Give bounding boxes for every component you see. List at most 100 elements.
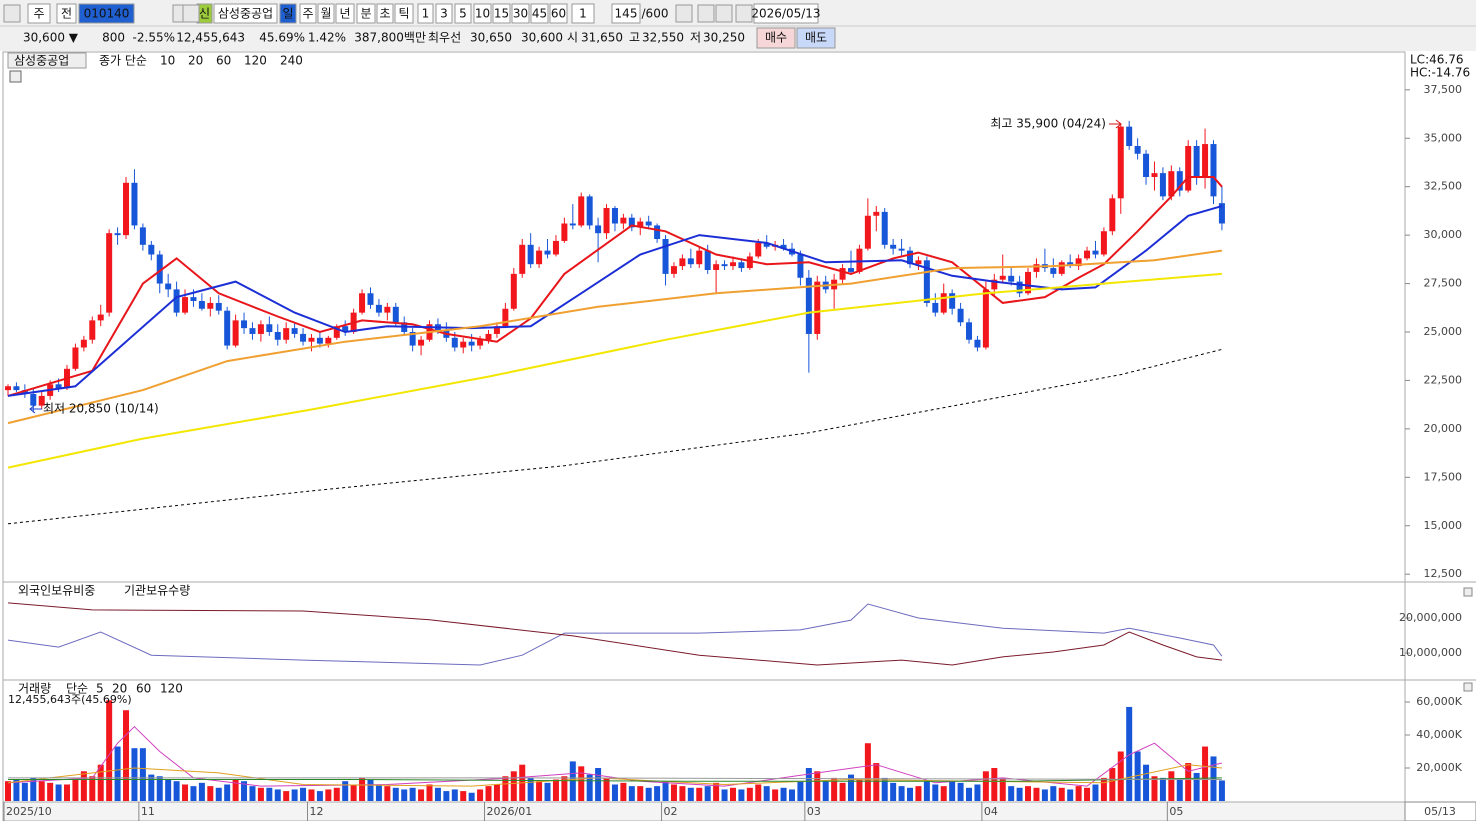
toolbar-icon[interactable]: [715, 4, 733, 23]
legend-entry: 60: [136, 682, 151, 696]
toolbar-button[interactable]: [78, 3, 135, 24]
panel-button[interactable]: [1463, 587, 1473, 597]
toolbar-label[interactable]: 주: [33, 7, 44, 21]
toolbar-button[interactable]: [356, 3, 376, 24]
y-tick-label: 20,000K: [1416, 761, 1462, 774]
toolbar-label[interactable]: 년: [339, 7, 350, 21]
candle-body: [704, 250, 711, 270]
toolbar-button[interactable]: [571, 3, 595, 24]
toolbar-button[interactable]: [473, 3, 492, 24]
order-label[interactable]: 매수: [765, 31, 787, 45]
candle-body: [207, 302, 214, 309]
candle-body: [696, 250, 703, 265]
volume-bar: [923, 781, 930, 801]
candle-body: [274, 332, 281, 340]
volume-bar: [746, 787, 753, 801]
candle-body: [139, 227, 146, 245]
toolbar-label[interactable]: 신: [199, 7, 210, 21]
volume-bar: [687, 787, 694, 801]
quote-value: 387,800백만: [354, 31, 426, 45]
toolbar-label[interactable]: 5: [459, 7, 467, 21]
quote-value: 30,250: [703, 31, 745, 45]
y-tick-label: 17,500: [1424, 470, 1463, 483]
volume-bar: [1025, 786, 1032, 801]
toolbar-label[interactable]: 10: [475, 7, 490, 21]
toolbar-label[interactable]: 분: [360, 7, 371, 21]
toolbar-label[interactable]: 145: [615, 7, 638, 21]
volume-bar: [645, 787, 652, 801]
toolbar-label[interactable]: 3: [440, 7, 448, 21]
toolbar-icon[interactable]: [735, 4, 753, 23]
volume-bar: [38, 781, 45, 801]
toolbar-button[interactable]: [454, 3, 472, 24]
toolbar-button[interactable]: [435, 3, 453, 24]
order-button[interactable]: [756, 27, 796, 49]
toolbar-button[interactable]: [317, 3, 335, 24]
volume-bar: [468, 792, 475, 801]
candle-body: [493, 326, 500, 334]
toolbar-label[interactable]: 60: [551, 7, 566, 21]
candle-body: [55, 384, 62, 389]
volume-bar: [1193, 772, 1200, 801]
toolbar-label[interactable]: 2026/05/13: [751, 7, 820, 21]
candle-body: [982, 289, 989, 348]
toolbar-button[interactable]: [213, 3, 278, 24]
volume-bar: [1202, 746, 1209, 801]
toolbar-button[interactable]: [417, 3, 434, 24]
toolbar-button[interactable]: [611, 3, 641, 24]
toolbar-button[interactable]: [27, 3, 51, 24]
volume-bar: [949, 781, 956, 801]
toolbar-button[interactable]: [511, 3, 530, 24]
volume-bar: [1168, 771, 1175, 801]
line-series: [7, 602, 1222, 666]
volume-bar: [1210, 756, 1217, 801]
volume-bar: [822, 781, 829, 801]
toolbar-icon[interactable]: [3, 4, 21, 23]
candle-body: [173, 289, 180, 313]
toolbar-label[interactable]: 30: [513, 7, 528, 21]
toolbar-label[interactable]: 월: [320, 7, 331, 21]
volume-bar: [97, 764, 104, 801]
x-tick-label: 11: [141, 805, 155, 818]
toolbar-button[interactable]: [394, 3, 414, 24]
toolbar-button[interactable]: [56, 3, 77, 24]
candle-body: [392, 306, 399, 323]
order-label[interactable]: 매도: [805, 31, 827, 45]
toolbar-icon[interactable]: [697, 4, 715, 23]
order-button[interactable]: [796, 27, 836, 49]
toolbar-button[interactable]: [376, 3, 394, 24]
toolbar-button[interactable]: [549, 3, 568, 24]
legend-icon[interactable]: [9, 70, 22, 83]
toolbar-label[interactable]: 010140: [84, 7, 130, 21]
volume-bar: [544, 782, 551, 801]
volume-bar: [856, 779, 863, 801]
toolbar-label[interactable]: 1: [579, 7, 587, 21]
toolbar-button[interactable]: [335, 3, 355, 24]
legend-title: 거래량: [18, 682, 51, 696]
toolbar-button[interactable]: [753, 3, 819, 24]
toolbar-label[interactable]: 전: [61, 7, 72, 21]
candle-body: [308, 337, 315, 342]
toolbar-button[interactable]: [299, 3, 317, 24]
toolbar-label[interactable]: 1: [422, 7, 430, 21]
volume-bar: [620, 782, 627, 801]
candle-body: [1050, 268, 1057, 274]
toolbar-icon[interactable]: [182, 4, 200, 23]
toolbar-label[interactable]: 45: [532, 7, 547, 21]
toolbar-button[interactable]: [530, 3, 549, 24]
toolbar-label[interactable]: 주: [302, 7, 313, 21]
toolbar-label[interactable]: 틱: [398, 7, 409, 21]
toolbar-label[interactable]: 삼성중공업: [218, 7, 273, 21]
volume-bar: [561, 776, 568, 801]
toolbar-button[interactable]: [279, 3, 297, 24]
toolbar-button[interactable]: [492, 3, 511, 24]
candle-body: [156, 254, 163, 284]
toolbar-label[interactable]: 초: [379, 7, 390, 21]
candle-body: [215, 302, 222, 311]
toolbar-label[interactable]: 일: [282, 7, 293, 21]
candle-body: [1117, 126, 1124, 199]
panel-button[interactable]: [1463, 682, 1473, 692]
toolbar-label[interactable]: 15: [494, 7, 509, 21]
toolbar-icon[interactable]: [675, 4, 693, 23]
volume-bar: [1067, 789, 1074, 801]
